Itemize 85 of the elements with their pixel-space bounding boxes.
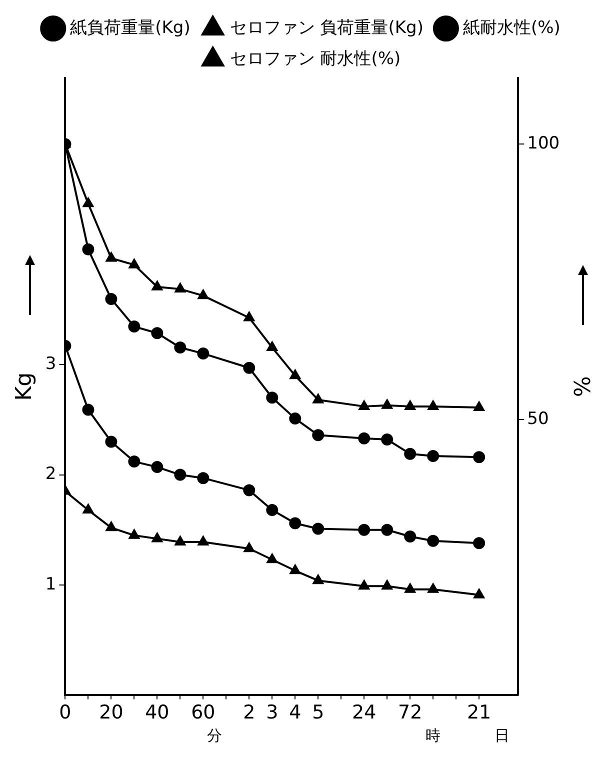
point [197, 348, 210, 360]
point [82, 198, 94, 208]
y2-axis-title: % [568, 376, 594, 398]
point [289, 412, 302, 425]
point [174, 283, 186, 293]
point [105, 436, 118, 448]
point [105, 292, 118, 305]
point [106, 252, 117, 262]
point [358, 524, 370, 536]
y2-tick-label: 100 [527, 134, 560, 154]
x-tick-label: 3 [266, 702, 278, 724]
x-tick-label: 20 [99, 702, 124, 724]
point [198, 536, 208, 546]
point [381, 524, 394, 536]
point [289, 517, 302, 530]
legend-label: セロファン 負荷重量(Kg) [230, 18, 424, 38]
x-tick-label: 4 [289, 702, 302, 724]
x-tick-label: 24 [352, 702, 376, 724]
point [358, 400, 370, 410]
point [244, 542, 254, 552]
x-tick-label: 60 [191, 702, 216, 724]
x-tick-label: 40 [145, 702, 170, 724]
text: 時 [426, 726, 441, 745]
point [128, 456, 140, 468]
y-tick-label: 3 [45, 354, 56, 374]
point [266, 341, 278, 351]
point [128, 320, 140, 333]
point [382, 399, 392, 409]
point [198, 290, 208, 300]
y-tick-label: 1 [45, 574, 56, 594]
point [174, 536, 186, 546]
y-tick-label: 2 [45, 464, 56, 484]
point [174, 341, 186, 354]
text: 分 [207, 726, 222, 745]
point [404, 400, 416, 410]
point [106, 522, 117, 532]
legend-label: セロファン 耐水性(%) [230, 48, 401, 69]
point [290, 370, 300, 380]
point [474, 588, 484, 598]
point [312, 394, 324, 404]
point [427, 534, 440, 547]
x-tick-label: 0 [59, 702, 72, 724]
point [404, 448, 416, 460]
point [404, 583, 416, 593]
y2-tick-label: 50 [527, 409, 549, 430]
point [312, 429, 324, 442]
y-axis-title: Kg [12, 372, 37, 401]
point [151, 461, 164, 474]
point [244, 312, 254, 322]
point [243, 484, 256, 496]
point [82, 243, 94, 256]
point [428, 400, 438, 410]
point [358, 432, 370, 444]
point [381, 434, 394, 446]
point [473, 451, 486, 464]
point [428, 583, 438, 593]
point [174, 468, 186, 481]
point [382, 580, 392, 590]
point [266, 392, 278, 404]
point [152, 532, 163, 542]
point [290, 564, 300, 574]
x-tick-label: 5 [312, 702, 324, 724]
point [128, 258, 140, 268]
point [243, 362, 256, 374]
point [266, 554, 278, 564]
point [82, 504, 94, 514]
point [82, 404, 94, 416]
legend-label: 紙耐水性(%) [462, 18, 560, 38]
legend-label: 紙負荷重量(Kg) [70, 18, 190, 38]
point [427, 450, 440, 462]
point [197, 472, 210, 484]
x-tick-label: 21 [466, 702, 492, 724]
point [152, 280, 163, 290]
x-tick-label: 2 [243, 702, 256, 724]
point [312, 574, 324, 584]
point [312, 522, 324, 535]
point [128, 529, 140, 539]
point [473, 537, 486, 550]
point [151, 327, 164, 340]
point [474, 402, 484, 412]
point [358, 580, 370, 590]
x-tick-label: 72 [398, 702, 422, 724]
point [404, 530, 416, 542]
text: 日 [494, 726, 510, 745]
point [266, 504, 278, 516]
